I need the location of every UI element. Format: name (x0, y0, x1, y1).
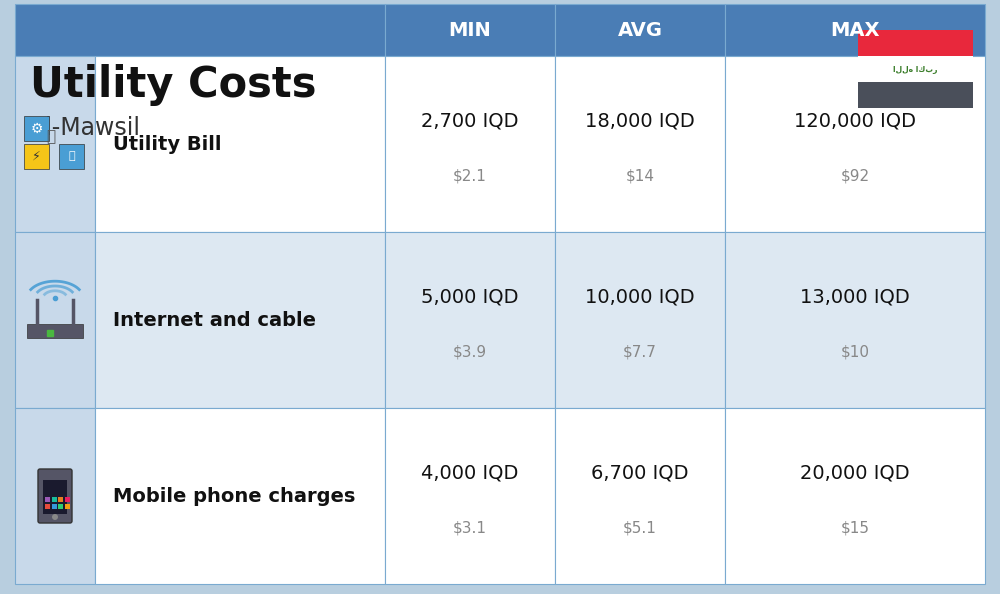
Bar (555, 408, 725, 584)
Bar (52, 504, 56, 509)
Text: ⚡: ⚡ (32, 150, 41, 163)
Bar (555, 56, 725, 232)
Bar (385, 232, 555, 408)
Text: AVG: AVG (618, 21, 662, 39)
Bar (725, 232, 985, 408)
Text: $14: $14 (626, 168, 654, 183)
Bar (385, 4, 555, 56)
Text: MIN: MIN (449, 21, 491, 39)
Bar (385, 56, 555, 232)
Text: 6,700 IQD: 6,700 IQD (591, 464, 689, 482)
Bar (555, 4, 725, 56)
Bar (45, 504, 50, 509)
Text: 18,000 IQD: 18,000 IQD (585, 112, 695, 131)
Text: Utility Costs: Utility Costs (30, 64, 316, 106)
Bar (15, 56, 95, 232)
Text: $5.1: $5.1 (623, 520, 657, 535)
Bar (15, 408, 95, 584)
Text: $2.1: $2.1 (453, 168, 487, 183)
Bar (27, 324, 83, 338)
Bar (45, 497, 50, 502)
Text: Internet and cable: Internet and cable (113, 311, 316, 330)
Text: MAX: MAX (830, 21, 880, 39)
Bar (385, 408, 555, 584)
Text: 13,000 IQD: 13,000 IQD (800, 287, 910, 307)
Text: الله اكبر: الله اكبر (893, 65, 938, 74)
Bar (555, 232, 725, 408)
Bar (95, 408, 385, 584)
Bar (64, 504, 70, 509)
Bar (95, 56, 385, 232)
Bar (58, 504, 63, 509)
Text: 10,000 IQD: 10,000 IQD (585, 287, 695, 307)
FancyBboxPatch shape (38, 469, 72, 523)
Text: Al-Mawsil: Al-Mawsil (30, 116, 141, 140)
Text: $10: $10 (840, 344, 870, 359)
Bar (15, 4, 385, 56)
Text: $7.7: $7.7 (623, 344, 657, 359)
Text: ⚙: ⚙ (31, 121, 43, 135)
Bar (858, 56, 973, 82)
Circle shape (52, 514, 58, 520)
Text: 120,000 IQD: 120,000 IQD (794, 112, 916, 131)
Text: $3.9: $3.9 (453, 344, 487, 359)
Text: $3.1: $3.1 (453, 520, 487, 535)
Text: 🧍: 🧍 (46, 129, 55, 144)
Bar (24, 116, 49, 141)
Text: 4,000 IQD: 4,000 IQD (421, 464, 519, 482)
Bar (95, 232, 385, 408)
Bar (15, 232, 95, 408)
Text: $15: $15 (840, 520, 870, 535)
Text: 🚿: 🚿 (68, 151, 75, 162)
Text: Utility Bill: Utility Bill (113, 134, 222, 153)
Bar (725, 56, 985, 232)
Bar (725, 408, 985, 584)
Text: 5,000 IQD: 5,000 IQD (421, 287, 519, 307)
Text: $92: $92 (840, 168, 870, 183)
Bar (725, 4, 985, 56)
Text: Mobile phone charges: Mobile phone charges (113, 486, 355, 505)
Bar (52, 497, 56, 502)
Bar (59, 144, 84, 169)
Bar (858, 82, 973, 108)
Text: 20,000 IQD: 20,000 IQD (800, 464, 910, 482)
Text: 2,700 IQD: 2,700 IQD (421, 112, 519, 131)
Bar (64, 497, 70, 502)
Bar (24, 144, 49, 169)
Bar (58, 497, 63, 502)
Bar (858, 30, 973, 56)
Bar (43, 480, 67, 514)
